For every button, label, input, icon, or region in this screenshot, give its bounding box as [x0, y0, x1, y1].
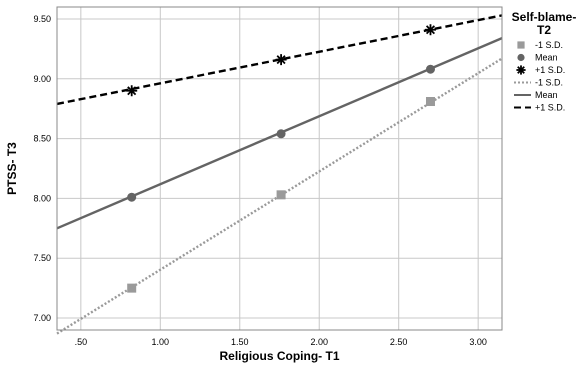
x-tick-label: .50 — [75, 337, 88, 347]
x-tick-label: 1.00 — [152, 337, 170, 347]
x-axis-label: Religious Coping- T1 — [220, 349, 340, 363]
y-tick-label: 9.50 — [33, 14, 51, 24]
legend-marker-square — [517, 41, 525, 49]
data-point-square — [425, 97, 435, 107]
data-point-star — [424, 24, 436, 36]
data-point-star — [126, 85, 138, 97]
legend-label: Mean — [535, 53, 558, 63]
data-point-circle — [127, 192, 137, 202]
legend-label: +1 S.D. — [535, 103, 565, 113]
data-point-circle — [425, 64, 435, 74]
x-tick-labels: .50 1.00 1.50 2.00 2.50 3.00 — [75, 337, 487, 347]
legend-title-line-1: Self-blame- — [512, 10, 577, 24]
legend-label: -1 S.D. — [535, 78, 563, 88]
legend-label: Mean — [535, 90, 558, 100]
y-tick-label: 7.00 — [33, 313, 51, 323]
data-point-circle — [276, 129, 286, 139]
x-tick-label: 2.50 — [390, 337, 408, 347]
data-point-square — [127, 283, 137, 293]
legend-marker-circle — [517, 53, 525, 62]
x-tick-label: 3.00 — [469, 337, 487, 347]
legend-marker-star — [516, 65, 526, 75]
y-tick-label: 8.50 — [33, 134, 51, 144]
data-point-square — [276, 190, 286, 200]
legend-label: +1 S.D. — [535, 65, 565, 75]
y-tick-labels: 7.00 7.50 8.00 8.50 9.00 9.50 — [33, 14, 51, 323]
y-tick-label: 8.00 — [33, 193, 51, 203]
legend: Self-blame- T2 -1 S.D. Mean +1 S.D. -1 S.D.… — [512, 10, 577, 113]
x-tick-label: 2.00 — [310, 337, 328, 347]
legend-label: -1 S.D. — [535, 40, 563, 50]
x-tick-label: 1.50 — [231, 337, 249, 347]
plot-frame — [56, 6, 503, 331]
y-tick-label: 9.00 — [33, 74, 51, 84]
y-tick-label: 7.50 — [33, 253, 51, 263]
grid — [57, 7, 502, 330]
legend-title-line-2: T2 — [537, 23, 551, 37]
plot-series — [56, 14, 503, 335]
y-axis-label: PTSS- T3 — [5, 142, 19, 195]
data-point-star — [275, 54, 287, 66]
